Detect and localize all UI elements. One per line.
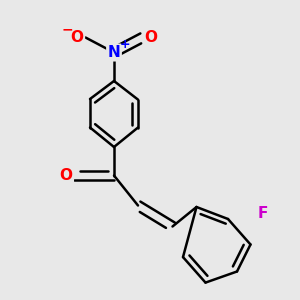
Text: +: + [120,38,131,52]
Text: −: − [61,22,73,36]
Text: O: O [144,30,158,45]
Text: O: O [59,168,73,183]
Text: N: N [108,45,120,60]
Text: F: F [257,206,268,220]
Text: O: O [70,30,84,45]
